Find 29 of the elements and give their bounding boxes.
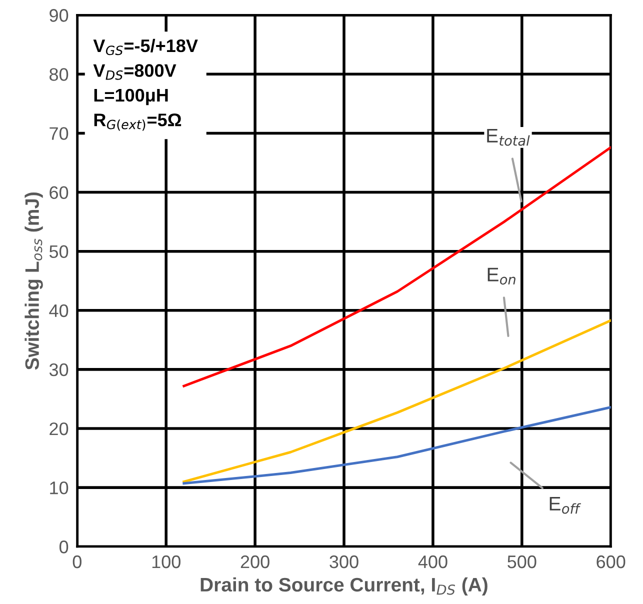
- y-tick-label: 0: [59, 540, 68, 554]
- x-tick-label: 300: [330, 555, 358, 568]
- y-tick-label: 10: [50, 481, 68, 494]
- x-axis-title: Drain to Source Current, I$_{DS}$ (A): [200, 577, 488, 596]
- y-tick-label: 70: [50, 127, 68, 140]
- y-tick-label: 60: [50, 186, 68, 199]
- line-series: [182, 406, 611, 485]
- y-tick-label: 80: [50, 68, 68, 81]
- x-tick-label: 500: [508, 555, 536, 568]
- text: E$_{total}$: [487, 129, 530, 146]
- annotation: L=100μH: [94, 88, 168, 106]
- y-axis-title: Switching L$_{oss}$ (mJ): [24, 192, 43, 370]
- y-tick-label: 90: [50, 9, 68, 22]
- text: E$_{off}$: [550, 497, 582, 514]
- annotation: V$_{GS}$=-5/+18V: [93, 38, 198, 56]
- y-tick-label: 40: [49, 304, 68, 318]
- y-tick-label: 20: [50, 422, 68, 436]
- annotation: R$_{G(ext)}$=5Ω: [94, 114, 182, 131]
- line-series: [182, 146, 611, 388]
- x-tick-label: 600: [596, 555, 626, 568]
- x-tick-label: 0: [72, 555, 82, 568]
- line-series: [182, 319, 611, 483]
- y-tick-label: 50: [49, 245, 68, 258]
- x-tick-label: 400: [418, 555, 448, 568]
- x-tick-label: 100: [152, 555, 180, 568]
- x-tick-label: 200: [240, 555, 270, 568]
- text: E$_{on}$: [488, 268, 516, 285]
- annotation: V$_{DS}$=800V: [93, 64, 176, 80]
- y-tick-label: 30: [49, 363, 68, 376]
